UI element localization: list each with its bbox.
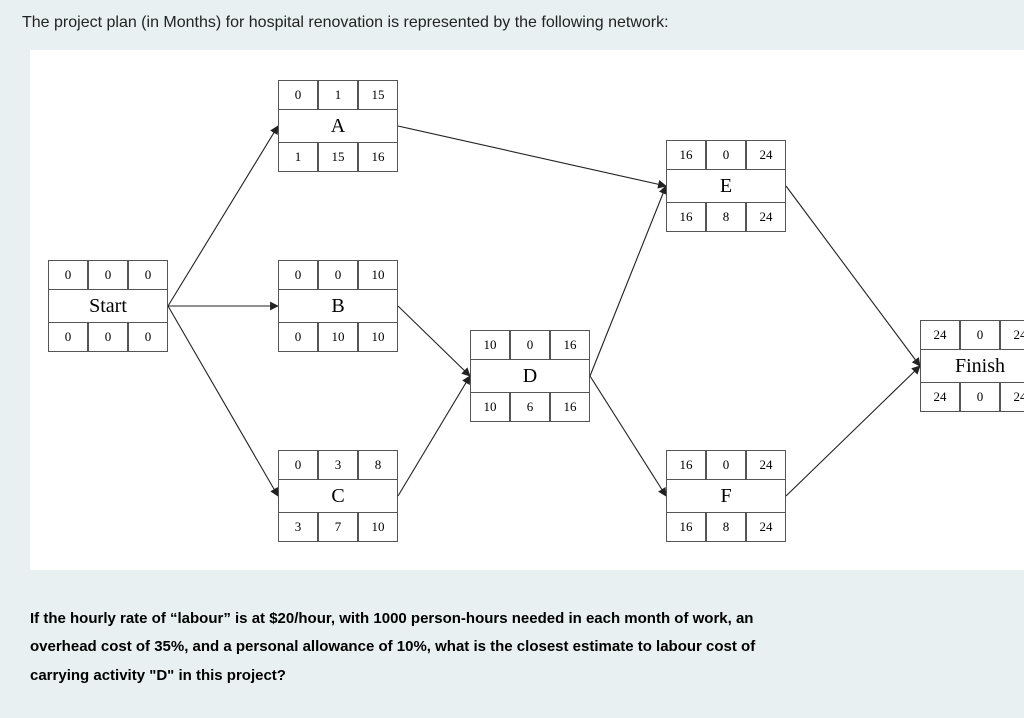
activity-a: 0115A11516 xyxy=(278,80,398,172)
cell: 0 xyxy=(278,80,318,110)
question-line-3: carrying activity "D" in this project? xyxy=(30,667,286,684)
cell: 0 xyxy=(88,322,128,352)
cell: 24 xyxy=(746,512,786,542)
edge-Start-C xyxy=(168,306,278,496)
activity-label: D xyxy=(470,360,590,392)
activity-label: C xyxy=(278,480,398,512)
question-line-1: If the hourly rate of “labour” is at $20… xyxy=(30,610,753,627)
activity-c: 038C3710 xyxy=(278,450,398,542)
activity-label: F xyxy=(666,480,786,512)
cell: 0 xyxy=(278,260,318,290)
cell: 24 xyxy=(746,450,786,480)
cell: 10 xyxy=(470,330,510,360)
cell: 16 xyxy=(666,202,706,232)
question-text: If the hourly rate of “labour” is at $20… xyxy=(30,605,970,691)
cell: 16 xyxy=(666,140,706,170)
activity-e: 16024E16824 xyxy=(666,140,786,232)
cell: 0 xyxy=(510,330,550,360)
cell: 0 xyxy=(48,260,88,290)
cell: 0 xyxy=(128,322,168,352)
cell: 7 xyxy=(318,512,358,542)
activity-label: A xyxy=(278,110,398,142)
cell: 10 xyxy=(358,512,398,542)
edge-F-Finish xyxy=(786,366,920,496)
cell: 6 xyxy=(510,392,550,422)
activity-f: 16024F16824 xyxy=(666,450,786,542)
cell: 3 xyxy=(318,450,358,480)
cell: 10 xyxy=(358,322,398,352)
activity-label: Start xyxy=(48,290,168,322)
activity-finish: 24024Finish24024 xyxy=(920,320,1024,412)
edge-Start-A xyxy=(168,126,278,306)
edge-C-D xyxy=(398,376,470,496)
cell: 10 xyxy=(470,392,510,422)
problem-header: The project plan (in Months) for hospita… xyxy=(22,14,669,32)
activity-label: E xyxy=(666,170,786,202)
activity-start: 000Start000 xyxy=(48,260,168,352)
cell: 10 xyxy=(318,322,358,352)
cell: 3 xyxy=(278,512,318,542)
cell: 0 xyxy=(318,260,358,290)
cell: 0 xyxy=(128,260,168,290)
cell: 24 xyxy=(1000,320,1024,350)
cell: 10 xyxy=(358,260,398,290)
cell: 0 xyxy=(960,382,1000,412)
cell: 24 xyxy=(746,140,786,170)
edge-D-F xyxy=(590,376,666,496)
cell: 0 xyxy=(278,322,318,352)
cell: 1 xyxy=(278,142,318,172)
cell: 16 xyxy=(358,142,398,172)
cell: 0 xyxy=(48,322,88,352)
cell: 16 xyxy=(550,392,590,422)
cell: 0 xyxy=(960,320,1000,350)
edge-D-E xyxy=(590,186,666,376)
cell: 24 xyxy=(920,320,960,350)
cell: 1 xyxy=(318,80,358,110)
activity-d: 10016D10616 xyxy=(470,330,590,422)
cell: 24 xyxy=(920,382,960,412)
edge-A-E xyxy=(398,126,666,186)
cell: 8 xyxy=(706,202,746,232)
cell: 24 xyxy=(746,202,786,232)
cell: 8 xyxy=(706,512,746,542)
cell: 16 xyxy=(550,330,590,360)
cell: 15 xyxy=(318,142,358,172)
cell: 0 xyxy=(706,450,746,480)
cell: 16 xyxy=(666,512,706,542)
cell: 0 xyxy=(706,140,746,170)
edge-B-D xyxy=(398,306,470,376)
edge-E-Finish xyxy=(786,186,920,366)
activity-b: 0010B01010 xyxy=(278,260,398,352)
cell: 24 xyxy=(1000,382,1024,412)
cell: 16 xyxy=(666,450,706,480)
cell: 15 xyxy=(358,80,398,110)
cell: 8 xyxy=(358,450,398,480)
cell: 0 xyxy=(278,450,318,480)
activity-label: Finish xyxy=(920,350,1024,382)
cell: 0 xyxy=(88,260,128,290)
question-line-2: overhead cost of 35%, and a personal all… xyxy=(30,638,755,655)
network-diagram: 000Start0000115A115160010B01010038C37101… xyxy=(30,50,1024,570)
activity-label: B xyxy=(278,290,398,322)
network-edges xyxy=(30,50,1024,570)
